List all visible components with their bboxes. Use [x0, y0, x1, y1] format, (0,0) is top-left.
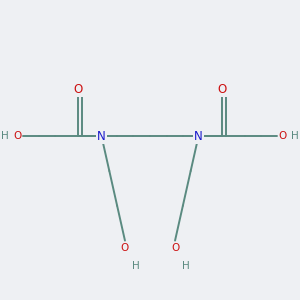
- Text: H: H: [182, 262, 190, 272]
- Text: H: H: [2, 131, 9, 141]
- Text: O: O: [74, 83, 82, 96]
- Text: H: H: [132, 262, 140, 272]
- Text: O: O: [171, 243, 179, 253]
- Text: N: N: [194, 130, 203, 142]
- Text: O: O: [218, 83, 226, 96]
- Text: O: O: [278, 131, 286, 141]
- Text: H: H: [291, 131, 298, 141]
- Text: N: N: [97, 130, 106, 142]
- Text: O: O: [121, 243, 129, 253]
- Text: O: O: [14, 131, 22, 141]
